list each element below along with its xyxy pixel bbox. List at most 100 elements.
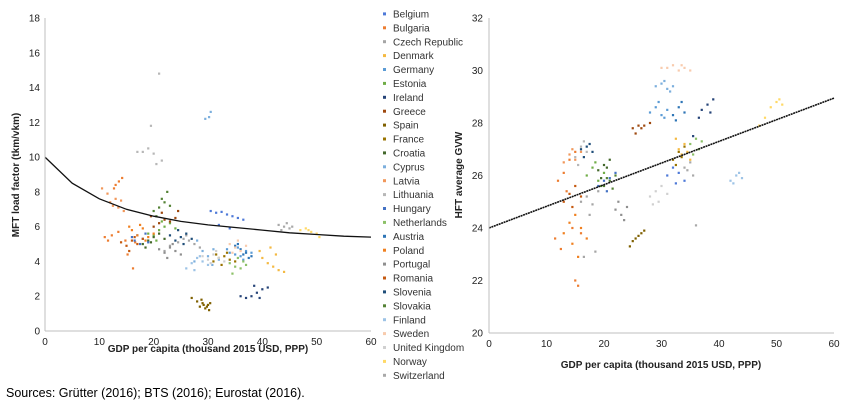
data-point-latvia xyxy=(100,187,104,190)
data-point-switzerland xyxy=(285,222,288,225)
data-point-lithuania xyxy=(136,150,139,153)
data-point-lithuania xyxy=(160,159,163,162)
data-point-bulgaria xyxy=(571,226,574,230)
series-denmark xyxy=(258,246,286,273)
data-point-netherlands xyxy=(700,140,703,143)
data-point-czech-republic xyxy=(594,250,597,253)
data-point-slovakia xyxy=(160,197,163,200)
data-point-hungary xyxy=(608,177,611,180)
data-point-latvia xyxy=(122,209,125,213)
data-point-spain xyxy=(628,245,631,248)
legend-label-romania: Romania xyxy=(393,274,433,285)
data-point-lithuania xyxy=(155,162,158,166)
left-y-tick-label: 2 xyxy=(34,292,40,303)
data-point-ireland xyxy=(706,103,709,106)
data-point-romania xyxy=(133,236,136,239)
series-germany xyxy=(648,100,669,119)
right-y-tick-labels: 20 22 24 26 28 30 32 xyxy=(472,14,484,340)
legend-label-united-kingdom: United Kingdom xyxy=(393,343,464,354)
data-point-belgium xyxy=(242,218,245,221)
data-point-sweden xyxy=(689,69,692,72)
series-france xyxy=(671,145,686,167)
data-point-switzerland xyxy=(280,229,283,232)
legend-marker-lithuania xyxy=(383,193,386,197)
data-point-austria xyxy=(250,255,253,258)
data-point-cyprus xyxy=(669,90,672,93)
legend-label-czech-republic: Czech Republic xyxy=(393,37,463,48)
data-point-croatia xyxy=(605,166,608,169)
legend-label-portugal: Portugal xyxy=(393,260,430,271)
data-point-spain xyxy=(209,302,212,305)
data-point-norway xyxy=(304,227,307,230)
data-point-bulgaria xyxy=(103,236,106,239)
left-y-tick-label: 16 xyxy=(29,48,41,59)
data-point-slovenia xyxy=(174,239,177,242)
data-point-bulgaria xyxy=(556,179,560,182)
legend-marker-czech-republic xyxy=(383,40,386,44)
data-point-estonia xyxy=(597,179,600,182)
data-point-germany xyxy=(228,251,231,254)
data-point-ireland xyxy=(700,108,703,111)
data-point-bulgaria xyxy=(579,232,583,235)
legend-label-estonia: Estonia xyxy=(393,79,427,90)
data-point-poland xyxy=(571,242,574,245)
data-point-bulgaria xyxy=(131,267,135,270)
data-point-croatia xyxy=(597,169,600,172)
data-point-romania xyxy=(136,242,139,246)
data-point-bulgaria xyxy=(565,190,568,193)
data-point-ireland xyxy=(244,296,248,300)
series-switzerland xyxy=(683,161,698,227)
left-x-tick-label: 20 xyxy=(148,337,160,348)
legend-marker-cyprus xyxy=(383,165,386,169)
legend-marker-greece xyxy=(383,109,386,113)
data-point-denmark xyxy=(274,253,278,256)
data-point-slovenia xyxy=(591,150,594,153)
data-point-greece xyxy=(163,218,166,221)
data-point-greece xyxy=(648,121,652,125)
data-point-czech-republic xyxy=(185,234,188,237)
data-point-ireland xyxy=(255,291,258,294)
data-point-portugal xyxy=(614,208,617,211)
data-point-poland xyxy=(138,223,142,227)
left-y-tick-label: 8 xyxy=(34,187,40,198)
data-point-latvia xyxy=(111,204,115,207)
data-point-ireland xyxy=(239,295,242,298)
legend-label-austria: Austria xyxy=(393,232,425,243)
data-point-austria xyxy=(244,251,248,254)
data-point-bulgaria xyxy=(577,284,580,287)
legend-label-slovakia: Slovakia xyxy=(393,301,431,312)
data-point-sweden xyxy=(231,251,234,254)
data-point-bulgaria xyxy=(110,234,113,237)
data-point-belgium xyxy=(231,215,234,218)
right-x-tick-labels: 0 10 20 30 40 50 60 xyxy=(486,339,840,350)
data-point-romania xyxy=(130,239,134,242)
left-x-tick-label: 30 xyxy=(202,337,214,348)
data-point-hungary xyxy=(133,239,136,242)
legend-label-greece: Greece xyxy=(393,107,426,118)
data-point-france xyxy=(674,163,677,167)
data-point-cyprus xyxy=(201,249,204,253)
data-point-switzerland xyxy=(291,225,294,228)
data-point-sweden xyxy=(239,249,242,253)
data-point-belgium xyxy=(674,182,677,185)
data-point-croatia xyxy=(149,241,153,244)
left-plot-marks xyxy=(44,72,372,312)
series-greece xyxy=(149,209,180,228)
data-point-portugal xyxy=(617,200,620,203)
data-point-lithuania xyxy=(579,145,583,148)
data-point-greece xyxy=(149,215,153,218)
data-point-cyprus xyxy=(193,260,196,263)
data-point-latvia xyxy=(106,192,109,195)
legend-label-norway: Norway xyxy=(393,357,427,368)
left-y-tick-label: 6 xyxy=(34,222,40,233)
data-point-united-kingdom xyxy=(657,200,660,203)
legend-marker-estonia xyxy=(383,81,386,85)
data-point-portugal xyxy=(179,253,182,256)
data-point-germany xyxy=(225,248,229,251)
legend-marker-united-kingdom xyxy=(383,346,386,349)
data-point-estonia xyxy=(152,234,155,237)
data-point-spain xyxy=(637,234,640,237)
data-point-netherlands xyxy=(694,137,698,140)
legend-label-latvia: Latvia xyxy=(393,176,420,187)
data-point-lithuania xyxy=(585,150,588,153)
